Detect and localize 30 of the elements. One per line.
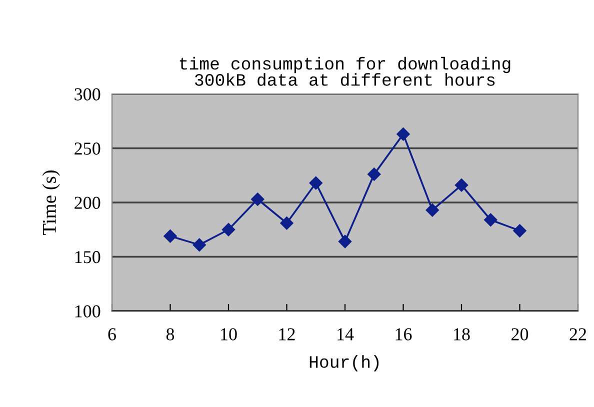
point (280, 216, 294, 230)
x-tick-label: 18 (454, 328, 470, 340)
y-tick-label: 100 (75, 305, 100, 318)
point (338, 234, 352, 248)
point (164, 230, 177, 243)
point (309, 176, 322, 190)
x-tick-label: 10 (221, 328, 237, 340)
point (222, 223, 236, 236)
chart-title: time consumption for downloading 300kB data at different hours (180, 56, 510, 86)
point (454, 178, 468, 192)
x-tick-label: 12 (279, 328, 295, 340)
y-tick-label: 250 (74, 142, 100, 155)
y-tick-label: 200 (74, 196, 100, 209)
y-tick-label: 300 (74, 88, 100, 100)
point (368, 168, 381, 181)
x-axis-title: Hour(h) (310, 355, 379, 372)
x-tick-label: 20 (512, 328, 528, 340)
y-axis-title: Time (s) (42, 170, 60, 236)
point (251, 192, 264, 206)
x-tick-label: 22 (570, 328, 586, 340)
point (192, 238, 206, 252)
x-tick-label: 8 (166, 328, 174, 340)
point (484, 213, 498, 226)
point (426, 204, 439, 217)
x-tick-label: 14 (338, 328, 354, 340)
x-tick-label: 16 (396, 328, 412, 340)
point (396, 128, 410, 141)
y-tick-label: 150 (75, 251, 100, 264)
point (513, 224, 526, 238)
x-tick-label: 6 (108, 328, 116, 340)
